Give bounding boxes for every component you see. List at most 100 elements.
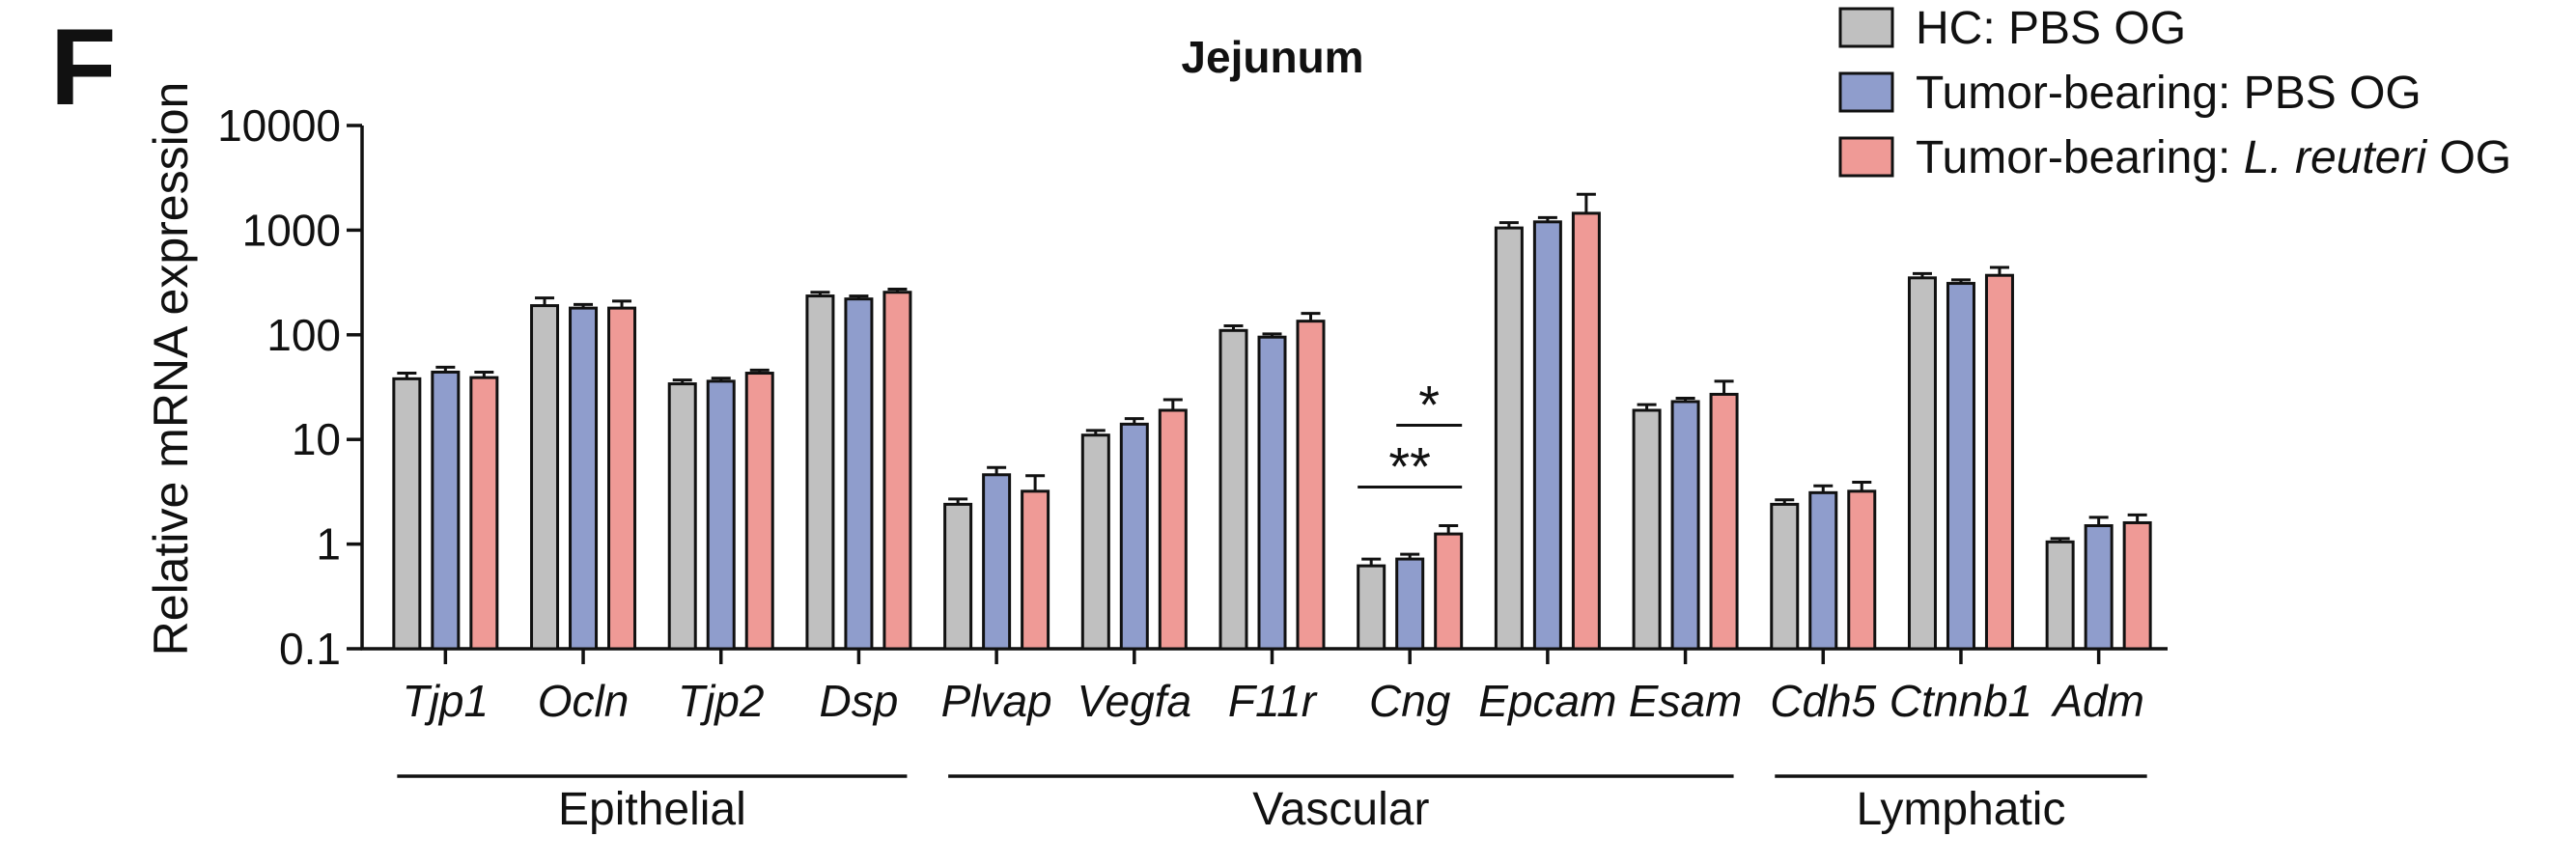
error-bar-dsp-tumor-bearing-pbs-og (849, 294, 869, 299)
error-bar-ctnnb1-tumor-bearing-pbs-og (1950, 278, 1971, 284)
group-label-lymphatic: Lymphatic (1856, 784, 2065, 835)
error-bar-epcam-hc-pbs-og (1498, 221, 1519, 229)
bar-adm-tumor-bearing-l-reuteri-og (2122, 520, 2152, 651)
y-tick-label: 1 (316, 519, 341, 570)
x-tick-label-tjp1: Tjp1 (403, 676, 489, 726)
legend: HC: PBS OG Tumor-bearing: PBS OG Tumor-bea… (1838, 3, 2511, 183)
chart-title: Jejunum (1181, 32, 1363, 82)
error-bar-ocln-tumor-bearing-pbs-og (574, 302, 594, 309)
x-tick-label-cng: Cng (1369, 676, 1451, 726)
error-bar-tjp2-hc-pbs-og (672, 378, 692, 384)
error-bar-adm-hc-pbs-og (2050, 537, 2070, 543)
error-bar-vegfa-hc-pbs-og (1085, 429, 1106, 435)
bar-ocln-hc-pbs-og (530, 304, 560, 651)
plot-area: 0.1 1 10 100 1000 10000 Tjp1 Ocln Tjp2 Dsp Plvap Ve… (217, 100, 2168, 835)
error-bar-dsp-tumor-bearing-l-reuteri-og (887, 288, 908, 293)
bar-ocln-tumor-bearing-pbs-og (569, 306, 599, 651)
x-tick-label-vegfa: Vegfa (1078, 676, 1192, 726)
significance-label: * (1418, 375, 1440, 435)
bar-epcam-hc-pbs-og (1494, 226, 1524, 651)
error-bar-plvap-hc-pbs-og (948, 497, 968, 505)
error-bar-tjp2-tumor-bearing-l-reuteri-og (749, 368, 770, 374)
legend-text-part: Tumor-bearing: PBS OG (1916, 68, 2422, 119)
legend-text-part: HC: PBS OG (1916, 3, 2186, 54)
bar-f11r-tumor-bearing-l-reuteri-og (1296, 320, 1326, 651)
error-bar-adm-tumor-bearing-pbs-og (2088, 516, 2109, 526)
bar-f11r-hc-pbs-og (1218, 328, 1248, 651)
bar-cdh5-tumor-bearing-pbs-og (1808, 490, 1838, 651)
bar-ctnnb1-hc-pbs-og (1907, 276, 1937, 651)
bar-cdh5-tumor-bearing-l-reuteri-og (1847, 489, 1877, 651)
bar-vegfa-tumor-bearing-pbs-og (1119, 422, 1149, 651)
error-bar-tjp1-tumor-bearing-pbs-og (435, 365, 456, 373)
legend-text-part: OG (2426, 132, 2511, 183)
x-tick-label-plvap: Plvap (941, 676, 1052, 726)
significance-label: ** (1388, 436, 1431, 497)
error-bar-epcam-tumor-bearing-pbs-og (1537, 215, 1557, 222)
bar-esam-hc-pbs-og (1632, 408, 1662, 651)
error-bar-esam-hc-pbs-og (1637, 403, 1657, 410)
bar-plvap-tumor-bearing-pbs-og (982, 473, 1012, 651)
error-bar-cdh5-hc-pbs-og (1775, 498, 1795, 505)
bar-vegfa-hc-pbs-og (1080, 433, 1110, 651)
bar-cng-tumor-bearing-pbs-og (1395, 557, 1425, 651)
legend-text-part: Tumor-bearing: (1916, 132, 2244, 183)
x-tick-label-adm: Adm (2050, 676, 2144, 726)
legend-swatch-tumor-bearing-l-reuteri-og (1838, 136, 1894, 178)
y-axis-label: Relative mRNA expression (144, 82, 198, 656)
bar-epcam-tumor-bearing-pbs-og (1532, 220, 1562, 651)
error-bar-adm-tumor-bearing-l-reuteri-og (2127, 513, 2147, 523)
bar-cdh5-hc-pbs-og (1770, 502, 1800, 651)
bar-tjp2-hc-pbs-og (667, 382, 697, 651)
bar-cng-tumor-bearing-l-reuteri-og (1434, 532, 1464, 651)
y-tick-label: 100 (266, 310, 341, 360)
x-tick-label-f11r: F11r (1228, 676, 1318, 726)
legend-label-hc-pbs-og: HC: PBS OG (1916, 3, 2186, 54)
bar-tjp2-tumor-bearing-l-reuteri-og (744, 372, 774, 651)
error-bar-ocln-tumor-bearing-l-reuteri-og (612, 299, 632, 309)
bar-plvap-tumor-bearing-l-reuteri-og (1021, 489, 1050, 651)
error-bar-cng-tumor-bearing-pbs-og (1400, 552, 1420, 560)
error-bar-vegfa-tumor-bearing-pbs-og (1124, 417, 1144, 425)
error-bar-cng-hc-pbs-og (1361, 557, 1382, 567)
bar-tjp2-tumor-bearing-pbs-og (706, 379, 736, 651)
bar-dsp-tumor-bearing-l-reuteri-og (882, 291, 912, 651)
bar-tjp1-tumor-bearing-l-reuteri-og (469, 376, 499, 651)
bar-esam-tumor-bearing-pbs-og (1670, 400, 1700, 651)
error-bar-plvap-tumor-bearing-pbs-og (987, 465, 1007, 475)
error-bar-esam-tumor-bearing-l-reuteri-og (1714, 379, 1734, 395)
bar-cng-hc-pbs-og (1357, 564, 1386, 651)
bar-dsp-hc-pbs-og (805, 294, 835, 651)
x-tick-label-ctnnb1: Ctnnb1 (1890, 676, 2032, 726)
panel-label: F (50, 7, 116, 127)
x-tick-label-dsp: Dsp (820, 676, 899, 726)
legend-swatch-hc-pbs-og (1838, 7, 1894, 48)
x-tick-label-tjp2: Tjp2 (678, 676, 764, 726)
bar-tjp1-tumor-bearing-pbs-og (431, 370, 461, 651)
error-bar-cng-tumor-bearing-l-reuteri-og (1439, 524, 1459, 535)
error-bar-ocln-hc-pbs-og (535, 296, 555, 306)
error-bar-tjp1-hc-pbs-og (397, 372, 417, 379)
bar-adm-hc-pbs-og (2045, 540, 2075, 651)
bar-ctnnb1-tumor-bearing-l-reuteri-og (1984, 273, 2014, 651)
y-tick-label: 1000 (242, 205, 341, 255)
y-tick-label: 10000 (217, 100, 341, 151)
bar-ocln-tumor-bearing-l-reuteri-og (607, 306, 637, 651)
group-label-vascular: Vascular (1252, 784, 1429, 835)
bar-epcam-tumor-bearing-l-reuteri-og (1571, 211, 1601, 651)
bar-vegfa-tumor-bearing-l-reuteri-og (1158, 408, 1188, 651)
error-bar-f11r-hc-pbs-og (1223, 323, 1244, 331)
bar-adm-tumor-bearing-pbs-og (2084, 524, 2114, 651)
bar-esam-tumor-bearing-l-reuteri-og (1709, 392, 1739, 651)
error-bar-dsp-hc-pbs-og (810, 291, 830, 296)
error-bar-ctnnb1-hc-pbs-og (1912, 271, 1932, 278)
error-bar-cdh5-tumor-bearing-pbs-og (1813, 484, 1834, 493)
bar-ctnnb1-tumor-bearing-pbs-og (1946, 282, 1975, 651)
error-bar-cdh5-tumor-bearing-l-reuteri-og (1852, 481, 1872, 491)
error-bar-plvap-tumor-bearing-l-reuteri-og (1025, 474, 1046, 491)
bar-tjp1-hc-pbs-og (392, 377, 422, 651)
y-tick-label: 0.1 (279, 624, 341, 674)
error-bar-tjp2-tumor-bearing-pbs-og (711, 377, 731, 381)
x-tick-label-epcam: Epcam (1478, 676, 1616, 726)
